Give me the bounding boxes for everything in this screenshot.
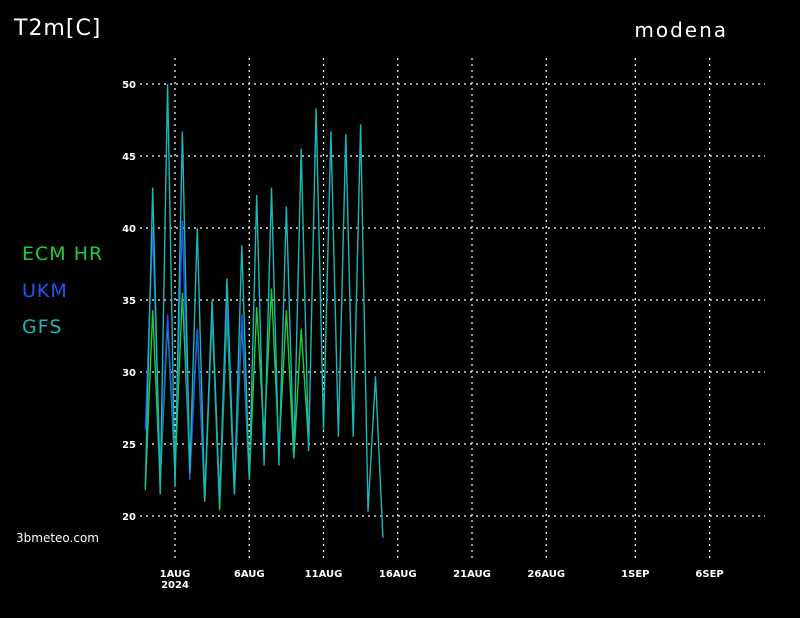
y-tick-label: 30 [122, 368, 136, 379]
x-tick-label: 26AUG [527, 569, 565, 580]
x-tick-label: 1SEP [621, 569, 649, 580]
chart-title: T2m[C] [14, 16, 102, 41]
credit-text: 3bmeteo.com [16, 531, 99, 545]
legend-gfs: GFS [22, 316, 63, 338]
y-tick-label: 20 [122, 512, 136, 523]
y-tick-label: 40 [122, 224, 136, 235]
x-tick-label: 6AUG [234, 569, 265, 580]
x-tick-label: 6SEP [695, 569, 723, 580]
location-label: modena [634, 18, 728, 42]
legend-ukm: UKM [22, 280, 68, 302]
x-tick-label: 16AUG [379, 569, 417, 580]
y-tick-label: 50 [122, 80, 136, 91]
x-tick-label: 21AUG [453, 569, 491, 580]
y-tick-label: 25 [122, 440, 136, 451]
legend-ecm-hr: ECM HR [22, 243, 104, 265]
series-line-gfs [144, 83, 384, 538]
x-tick-sublabel: 2024 [161, 580, 189, 591]
y-tick-label: 45 [122, 152, 136, 163]
y-tick-label: 35 [122, 296, 136, 307]
x-tick-label: 11AUG [305, 569, 343, 580]
x-tick-label: 1AUG [160, 569, 191, 580]
series-line-ecm-hr [144, 288, 310, 511]
